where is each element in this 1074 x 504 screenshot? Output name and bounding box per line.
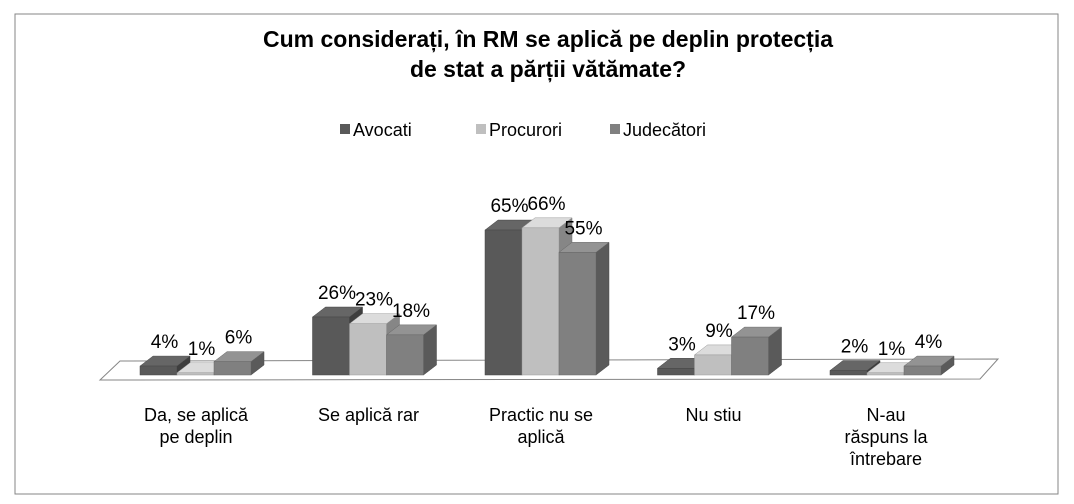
x-tick-label: N-au răspuns la întrebare: [844, 405, 928, 469]
data-label: 23%: [355, 290, 393, 311]
legend-label: Procurori: [489, 120, 562, 140]
bar: [730, 326, 783, 376]
data-label: 6%: [225, 328, 253, 349]
bar-front: [829, 370, 868, 376]
legend-swatch: [610, 124, 620, 134]
x-tick-label: Practic nu se aplică: [488, 405, 594, 447]
bar: [385, 324, 438, 376]
bar-front: [866, 372, 905, 376]
bar-front: [213, 361, 252, 376]
data-label: 18%: [392, 301, 430, 322]
bar-front: [386, 334, 424, 376]
x-tick-label: Se aplică rar: [317, 405, 420, 425]
chart-title: Cum considerați, în RM se aplică pe depl…: [263, 26, 833, 83]
data-label: 1%: [188, 339, 216, 360]
bar: [903, 355, 955, 376]
legend-swatch: [476, 124, 486, 134]
data-label: 65%: [490, 196, 528, 217]
bar-front: [694, 354, 732, 376]
data-label: 26%: [318, 283, 356, 304]
bar-front: [731, 336, 769, 376]
data-label: 9%: [705, 321, 733, 342]
data-label: 17%: [737, 303, 775, 324]
data-label: 4%: [151, 332, 179, 353]
bar-front: [484, 229, 523, 376]
data-label: 2%: [841, 337, 869, 358]
data-label: 4%: [915, 332, 943, 353]
data-label: 1%: [878, 339, 906, 360]
bar-front: [521, 227, 560, 376]
bar-front: [312, 316, 350, 376]
bar: [213, 351, 265, 376]
x-tick-label: Da, se aplică pe deplin: [143, 405, 249, 447]
bar-front: [657, 368, 695, 376]
bar: [139, 355, 191, 376]
legend-label: Avocati: [353, 120, 412, 140]
x-tick-label: Nu stiu: [685, 405, 742, 425]
data-label: 55%: [564, 218, 602, 239]
bar-front: [176, 372, 215, 376]
data-label: 66%: [527, 194, 565, 215]
bar-front: [558, 252, 597, 376]
bar-front: [349, 323, 387, 376]
bar: [558, 241, 610, 376]
legend-swatch: [340, 124, 350, 134]
data-label: 3%: [668, 334, 696, 355]
bar-front: [903, 365, 942, 376]
bar-front: [139, 365, 178, 376]
bar-side: [595, 241, 610, 376]
legend-label: Judecători: [623, 120, 706, 140]
